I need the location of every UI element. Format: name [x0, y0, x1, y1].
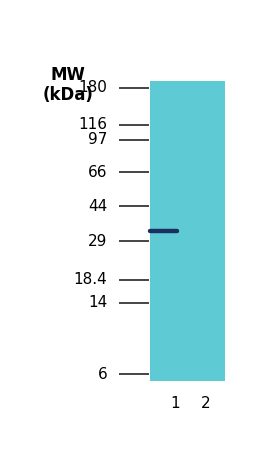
Text: 116: 116 — [78, 117, 108, 132]
Text: 180: 180 — [79, 80, 108, 95]
Text: 2: 2 — [201, 396, 210, 411]
Text: 6: 6 — [98, 367, 108, 382]
Text: 29: 29 — [88, 234, 108, 249]
Text: 18.4: 18.4 — [74, 272, 108, 288]
Text: MW: MW — [50, 66, 85, 84]
Text: 97: 97 — [88, 132, 108, 147]
Text: 44: 44 — [88, 199, 108, 214]
Text: 66: 66 — [88, 165, 108, 180]
Bar — [150, 81, 226, 381]
Text: (kDa): (kDa) — [42, 87, 93, 104]
Text: 14: 14 — [88, 295, 108, 310]
Text: 1: 1 — [170, 396, 180, 411]
